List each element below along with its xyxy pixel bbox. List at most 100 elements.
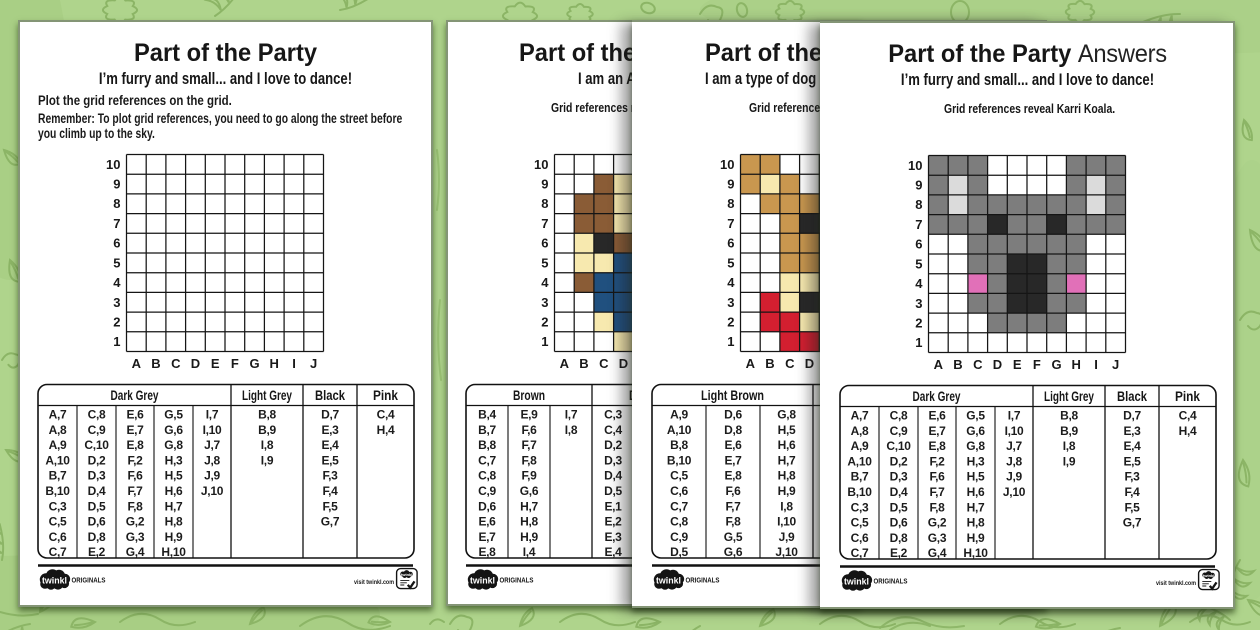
svg-text:8: 8 xyxy=(915,197,922,212)
svg-text:G,4: G,4 xyxy=(928,546,947,560)
svg-text:D,2: D,2 xyxy=(890,454,908,468)
svg-text:Light Grey: Light Grey xyxy=(242,388,292,403)
svg-text:F: F xyxy=(231,356,239,371)
svg-text:A,10: A,10 xyxy=(45,453,70,467)
svg-text:F,6: F,6 xyxy=(127,469,143,483)
svg-text:1: 1 xyxy=(113,334,120,349)
svg-text:5: 5 xyxy=(541,255,548,270)
svg-text:C: C xyxy=(599,356,609,371)
svg-text:A,10: A,10 xyxy=(667,423,692,437)
svg-text:F,4: F,4 xyxy=(1124,485,1140,499)
svg-text:Pink: Pink xyxy=(1175,389,1200,404)
svg-text:C,7: C,7 xyxy=(478,453,496,467)
svg-text:H,3: H,3 xyxy=(165,453,183,467)
svg-text:5: 5 xyxy=(113,255,120,270)
svg-text:7: 7 xyxy=(915,217,922,232)
svg-text:A,8: A,8 xyxy=(49,423,67,437)
svg-text:F,6: F,6 xyxy=(929,470,945,484)
svg-text:F,4: F,4 xyxy=(322,484,338,498)
svg-text:C,8: C,8 xyxy=(890,409,908,423)
svg-text:B,7: B,7 xyxy=(851,470,869,484)
svg-text:C,4: C,4 xyxy=(1179,409,1197,423)
svg-text:1: 1 xyxy=(915,335,922,350)
svg-text:10: 10 xyxy=(106,157,120,172)
svg-text:H,8: H,8 xyxy=(967,516,985,530)
svg-text:D,6: D,6 xyxy=(478,499,496,513)
svg-text:C,3: C,3 xyxy=(604,408,622,422)
svg-text:A,9: A,9 xyxy=(851,439,869,453)
svg-text:B,10: B,10 xyxy=(667,453,692,467)
svg-text:D,8: D,8 xyxy=(890,531,908,545)
svg-text:1: 1 xyxy=(727,334,734,349)
svg-text:8: 8 xyxy=(541,196,548,211)
svg-text:E,8: E,8 xyxy=(928,439,946,453)
svg-text:9: 9 xyxy=(915,178,922,193)
svg-text:E,7: E,7 xyxy=(478,530,496,544)
svg-text:D,5: D,5 xyxy=(670,545,688,559)
svg-text:F,6: F,6 xyxy=(725,484,741,498)
svg-text:G,5: G,5 xyxy=(966,409,985,423)
svg-text:H: H xyxy=(1072,357,1081,372)
svg-text:I,9: I,9 xyxy=(1063,454,1076,468)
svg-text:E,6: E,6 xyxy=(126,408,144,422)
svg-text:B,8: B,8 xyxy=(258,408,276,422)
svg-text:B,8: B,8 xyxy=(670,438,688,452)
svg-text:9: 9 xyxy=(113,177,120,192)
svg-text:Pink: Pink xyxy=(373,388,398,403)
svg-text:E,7: E,7 xyxy=(724,453,742,467)
svg-text:D,5: D,5 xyxy=(88,499,106,513)
svg-text:I,10: I,10 xyxy=(203,423,222,437)
svg-text:C,5: C,5 xyxy=(49,515,67,529)
svg-text:F,5: F,5 xyxy=(1124,500,1140,514)
svg-text:A,9: A,9 xyxy=(670,408,688,422)
svg-text:H,5: H,5 xyxy=(967,470,985,484)
svg-text:D,4: D,4 xyxy=(88,484,106,498)
svg-text:I,7: I,7 xyxy=(565,408,578,422)
svg-text:J,9: J,9 xyxy=(1006,470,1022,484)
svg-text:H,8: H,8 xyxy=(165,515,183,529)
svg-text:F,3: F,3 xyxy=(1124,470,1140,484)
svg-text:B,8: B,8 xyxy=(478,438,496,452)
svg-text:F,5: F,5 xyxy=(322,499,338,513)
svg-text:6: 6 xyxy=(541,236,548,251)
svg-text:B: B xyxy=(579,356,588,371)
svg-text:A,7: A,7 xyxy=(49,408,67,422)
svg-text:E,3: E,3 xyxy=(1123,424,1141,438)
svg-text:H,4: H,4 xyxy=(377,423,395,437)
svg-text:C,10: C,10 xyxy=(886,439,911,453)
svg-text:C,4: C,4 xyxy=(604,423,622,437)
svg-text:H,10: H,10 xyxy=(161,545,186,559)
svg-text:I,9: I,9 xyxy=(261,453,274,467)
svg-text:G,8: G,8 xyxy=(164,438,183,452)
svg-text:J: J xyxy=(1112,357,1119,372)
svg-text:C,3: C,3 xyxy=(49,499,67,513)
svg-text:G,8: G,8 xyxy=(966,439,985,453)
svg-text:E,5: E,5 xyxy=(1123,454,1141,468)
svg-text:D: D xyxy=(993,357,1002,372)
svg-text:F,8: F,8 xyxy=(127,499,143,513)
svg-text:G,6: G,6 xyxy=(520,484,539,498)
svg-text:I,8: I,8 xyxy=(780,499,793,513)
svg-text:E,3: E,3 xyxy=(321,423,339,437)
svg-text:H,8: H,8 xyxy=(520,515,538,529)
svg-text:J,10: J,10 xyxy=(201,484,224,498)
svg-text:D,8: D,8 xyxy=(724,423,742,437)
svg-text:E,4: E,4 xyxy=(1123,439,1141,453)
svg-text:F,8: F,8 xyxy=(725,515,741,529)
svg-text:Black: Black xyxy=(1117,389,1147,404)
svg-text:F,9: F,9 xyxy=(521,469,537,483)
svg-text:C,5: C,5 xyxy=(851,516,869,530)
svg-text:4: 4 xyxy=(113,275,121,290)
svg-text:twinkl: twinkl xyxy=(42,575,67,585)
svg-text:8: 8 xyxy=(727,196,734,211)
svg-text:C,7: C,7 xyxy=(851,546,869,560)
svg-text:F,2: F,2 xyxy=(127,453,143,467)
svg-text:F,7: F,7 xyxy=(929,485,945,499)
svg-text:J,7: J,7 xyxy=(1006,439,1022,453)
svg-text:C,8: C,8 xyxy=(670,515,688,529)
svg-text:7: 7 xyxy=(541,216,548,231)
svg-text:E: E xyxy=(211,356,220,371)
svg-text:D: D xyxy=(619,356,628,371)
svg-text:9: 9 xyxy=(541,177,548,192)
svg-text:G,5: G,5 xyxy=(724,530,743,544)
